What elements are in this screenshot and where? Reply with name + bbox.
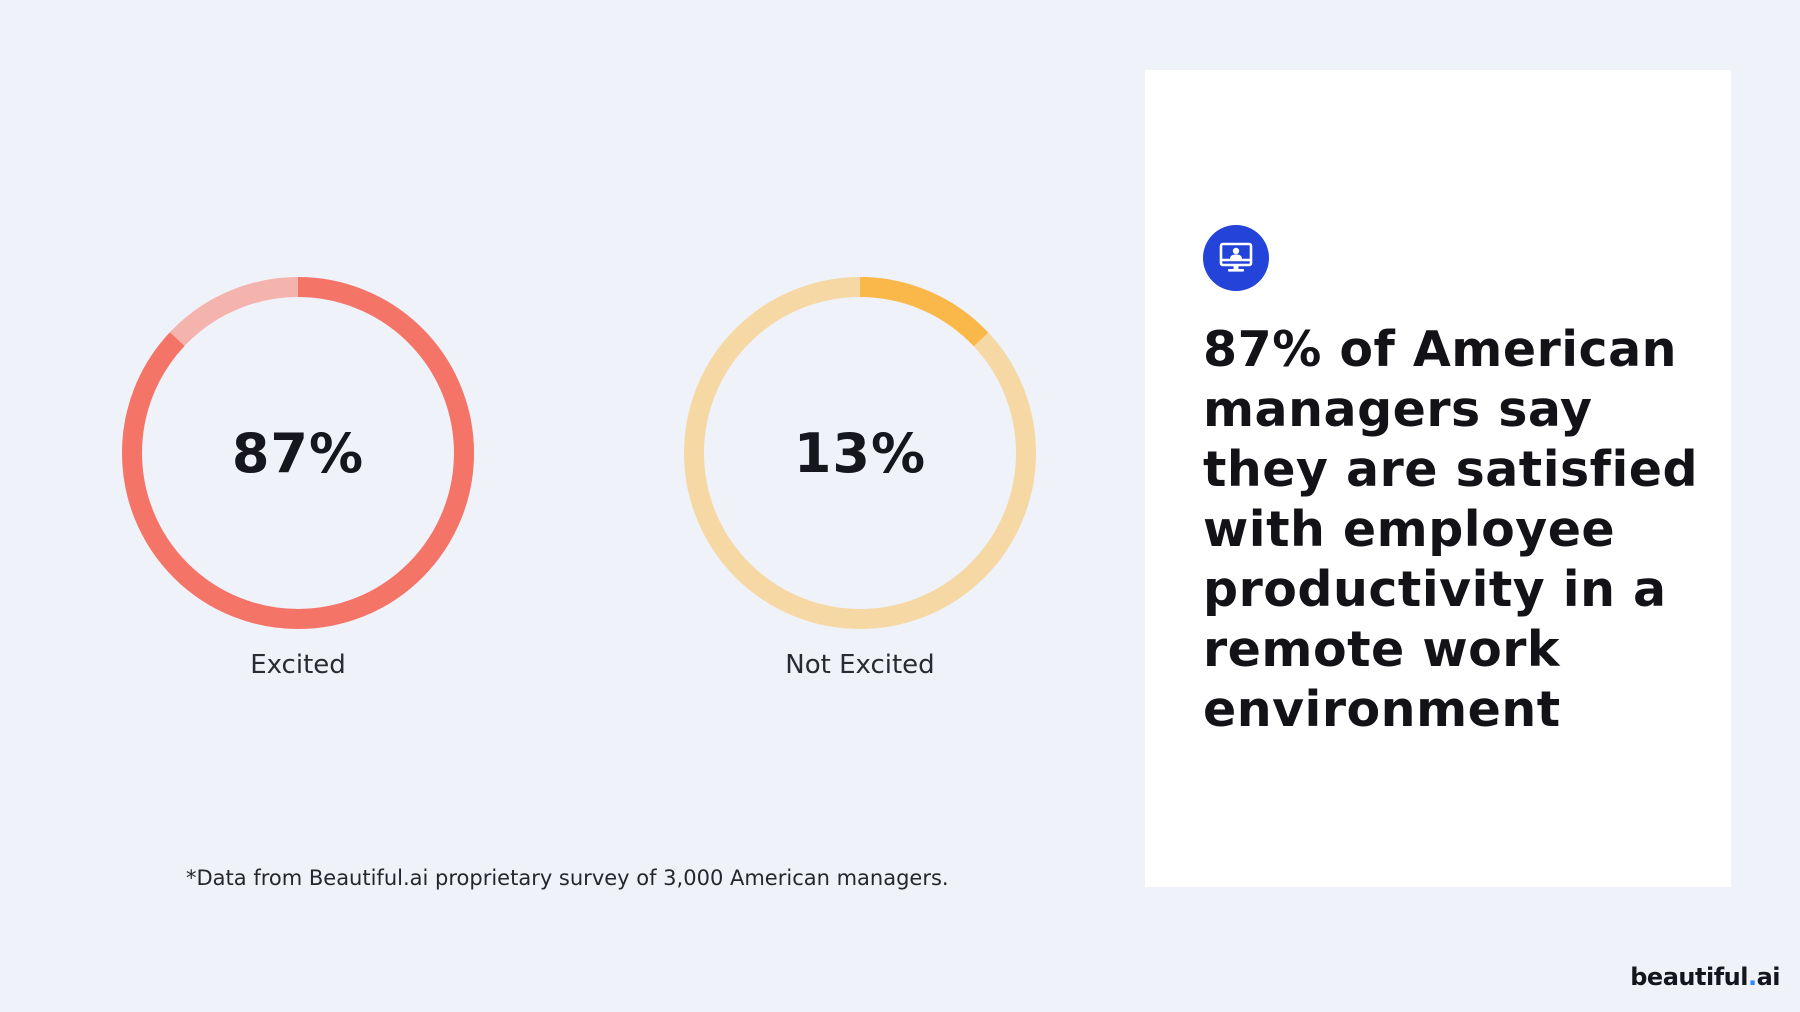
brand-logo: beautiful.ai — [1630, 963, 1780, 991]
gauge-excited-value: 87% — [231, 421, 365, 485]
brand-dot: . — [1747, 963, 1757, 991]
gauge-excited-label: Excited — [250, 650, 346, 680]
computer-user-icon — [1203, 225, 1269, 291]
footnote: *Data from Beautiful.ai proprietary surv… — [186, 866, 949, 890]
callout-headline: 87% of American managers say they are sa… — [1203, 321, 1699, 738]
gauge-excited-ring — [122, 277, 474, 629]
gauge-excited-arc — [122, 277, 474, 629]
gauge-not-excited-label: Not Excited — [785, 650, 935, 680]
brand-suffix: ai — [1756, 963, 1781, 991]
callout-card: 87% of American managers say they are sa… — [1145, 70, 1731, 887]
gauge-excited: 87% — [118, 273, 478, 633]
gauge-not-excited: 13% — [680, 273, 1040, 633]
gauge-not-excited-arc — [684, 277, 1036, 629]
brand-name: beautiful — [1630, 963, 1748, 991]
gauge-not-excited-value: 13% — [793, 421, 927, 485]
gauge-not-excited-ring — [684, 277, 1036, 629]
